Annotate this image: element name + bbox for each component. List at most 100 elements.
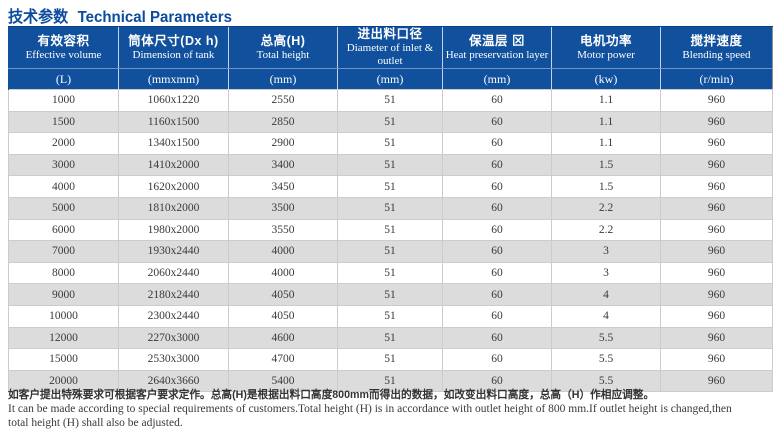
table-cell: 60 xyxy=(442,304,552,328)
column-header-cn: 保温层 ⊠ xyxy=(469,33,525,48)
column-header-en: Motor power xyxy=(577,48,635,61)
table-cell: 60 xyxy=(442,196,552,220)
table-cell: 960 xyxy=(660,283,773,306)
column-header-en: Total height xyxy=(256,48,310,61)
table-cell: 5.5 xyxy=(551,348,661,371)
column-header-en: Blending speed xyxy=(682,48,751,61)
table-cell: 2060x2440 xyxy=(118,261,229,285)
header-row-names: 有效容积 Effective volume 筒体尺寸(Dx h) Dimension … xyxy=(8,26,773,69)
column-header-en: Dimension of tank xyxy=(132,48,215,61)
column-unit-5: (mm) xyxy=(442,68,552,90)
table-cell: 4000 xyxy=(228,240,338,263)
table-cell: 4700 xyxy=(228,348,338,371)
table-cell: 1.1 xyxy=(551,110,661,134)
table-cell: 1500 xyxy=(8,110,119,134)
table-row: 3000 1410x2000 3400 51 60 1.5 960 xyxy=(8,153,773,177)
table-cell: 4000 xyxy=(8,175,119,198)
table-cell: 1810x2000 xyxy=(118,196,229,220)
table-cell: 1.1 xyxy=(551,89,661,112)
header-row-units: (L) (mmxmm) (mm) (mm) (mm) (kw) (r/min) xyxy=(8,68,773,90)
table-cell: 51 xyxy=(337,240,443,263)
column-header-7: 搅拌速度 Blending speed xyxy=(660,26,773,69)
table-cell: 1340x1500 xyxy=(118,132,229,155)
table-cell: 51 xyxy=(337,175,443,198)
table-cell: 4 xyxy=(551,304,661,328)
column-header-en: Diameter of inlet & outlet xyxy=(346,42,434,67)
table-cell: 60 xyxy=(442,240,552,263)
table-cell: 3000 xyxy=(8,153,119,177)
table-cell: 4050 xyxy=(228,304,338,328)
page-title-cn: 技术参数 xyxy=(8,9,69,26)
table-cell: 1000 xyxy=(8,89,119,112)
table-cell: 960 xyxy=(660,110,773,134)
table-row: 8000 2060x2440 4000 51 60 3 960 xyxy=(8,261,773,285)
table-cell: 3450 xyxy=(228,175,338,198)
table-cell: 4 xyxy=(551,283,661,306)
table-row: 6000 1980x2000 3550 51 60 2.2 960 xyxy=(8,218,773,242)
table-cell: 1620x2000 xyxy=(118,175,229,198)
table-cell: 1060x1220 xyxy=(118,89,229,112)
column-header-5: 保温层 ⊠ Heat preservation layer xyxy=(442,26,552,69)
table-cell: 1.1 xyxy=(551,132,661,155)
table-cell: 51 xyxy=(337,326,443,350)
table-row: 9000 2180x2440 4050 51 60 4 960 xyxy=(8,283,773,306)
table-cell: 2550 xyxy=(228,89,338,112)
table-row: 2000 1340x1500 2900 51 60 1.1 960 xyxy=(8,132,773,155)
column-header-cn: 搅拌速度 xyxy=(690,33,743,48)
table-cell: 60 xyxy=(442,326,552,350)
table-row: 10000 2300x2440 4050 51 60 4 960 xyxy=(8,304,773,328)
table-cell: 10000 xyxy=(8,304,119,328)
table-cell: 5000 xyxy=(8,196,119,220)
table-row: 12000 2270x3000 4600 51 60 5.5 960 xyxy=(8,326,773,350)
table-cell: 60 xyxy=(442,110,552,134)
column-unit-4: (mm) xyxy=(337,68,443,90)
table-cell: 51 xyxy=(337,283,443,306)
table-cell: 3550 xyxy=(228,218,338,242)
column-header-2: 筒体尺寸(Dx h) Dimension of tank xyxy=(118,26,229,69)
table-cell: 51 xyxy=(337,304,443,328)
table-cell: 5400 xyxy=(228,369,338,393)
column-unit-1: (L) xyxy=(8,68,119,90)
footnote-line-en1: It can be made according to special requ… xyxy=(8,403,732,415)
footnote-line-en2: total height (H) shall also be adjusted. xyxy=(8,417,183,429)
column-header-cn: 总高(H) xyxy=(260,33,306,48)
table-cell: 960 xyxy=(660,153,773,177)
table-cell: 51 xyxy=(337,89,443,112)
table-cell: 51 xyxy=(337,110,443,134)
technical-parameters-table: 有效容积 Effective volume 筒体尺寸(Dx h) Dimension … xyxy=(8,26,773,393)
table-cell: 60 xyxy=(442,175,552,198)
column-header-cn: 筒体尺寸(Dx h) xyxy=(128,33,219,48)
footnote-line-cn: 如客户提出特殊要求可根据客户要求定作。总高(H)是根据出料口高度800mm而得出… xyxy=(8,389,655,401)
column-unit-3: (mm) xyxy=(228,68,338,90)
table-cell: 51 xyxy=(337,348,443,371)
table-cell: 60 xyxy=(442,218,552,242)
table-row: 1500 1160x1500 2850 51 60 1.1 960 xyxy=(8,110,773,134)
table-cell: 3 xyxy=(551,261,661,285)
table-cell: 2000 xyxy=(8,132,119,155)
page-title-en: Technical Parameters xyxy=(77,9,232,26)
column-header-en: Heat preservation layer xyxy=(445,48,549,61)
table-row: 4000 1620x2000 3450 51 60 1.5 960 xyxy=(8,175,773,198)
column-header-4: 进出料口径 Diameter of inlet & outlet xyxy=(337,26,443,69)
table-cell: 51 xyxy=(337,218,443,242)
table-row: 5000 1810x2000 3500 51 60 2.2 960 xyxy=(8,196,773,220)
table-cell: 60 xyxy=(442,89,552,112)
table-cell: 1930x2440 xyxy=(118,240,229,263)
table-cell: 60 xyxy=(442,153,552,177)
table-cell: 4000 xyxy=(228,261,338,285)
table-body: 1000 1060x1220 2550 51 60 1.1 960 1500 1160x1500… xyxy=(8,89,773,393)
table-cell: 3400 xyxy=(228,153,338,177)
table-cell: 960 xyxy=(660,132,773,155)
table-cell: 2270x3000 xyxy=(118,326,229,350)
table-cell: 60 xyxy=(442,348,552,371)
table-cell: 960 xyxy=(660,240,773,263)
table-cell: 12000 xyxy=(8,326,119,350)
table-cell: 1410x2000 xyxy=(118,153,229,177)
table-cell: 60 xyxy=(442,369,552,393)
table-cell: 960 xyxy=(660,89,773,112)
table-cell: 5.5 xyxy=(551,326,661,350)
table-cell: 960 xyxy=(660,218,773,242)
column-header-cn: 有效容积 xyxy=(37,33,90,48)
table-cell: 2900 xyxy=(228,132,338,155)
table-cell: 9000 xyxy=(8,283,119,306)
